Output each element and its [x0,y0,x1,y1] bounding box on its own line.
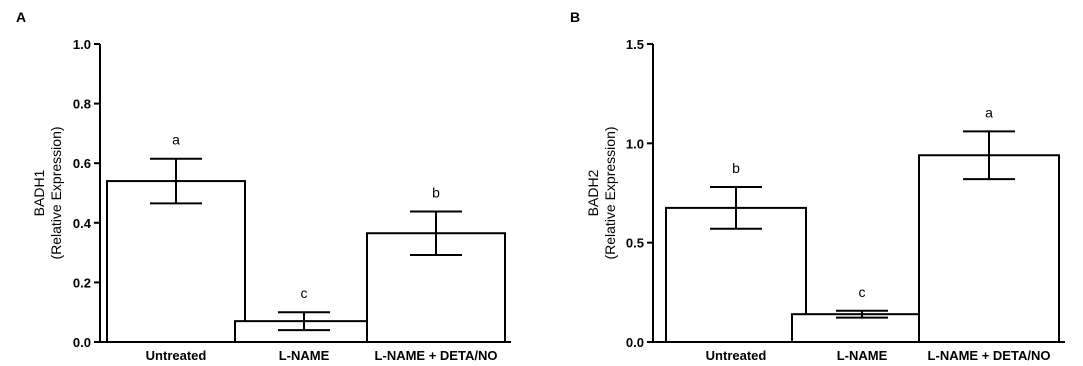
significance-letter: a [172,132,180,148]
y-tick-label: 0.8 [73,97,91,112]
x-tick-label: L-NAME [279,348,330,363]
bar [106,180,246,343]
y-axis-title: BADH1(Relative Expression) [31,126,64,259]
y-tick-label: 1.0 [626,136,644,151]
y-tick-label: 0.4 [73,216,92,231]
y-tick-label: 0.0 [73,335,91,350]
y-axis-title: BADH2(Relative Expression) [585,126,618,259]
bar [665,206,807,343]
y-axis-title-line: BADH2 [585,169,601,216]
y-tick-label: 1.0 [73,37,91,52]
chart-panel-b: B BADH2(Relative Expression) 0.0 0.5 1.0 1.5 b… [570,9,1065,363]
significance-letter: b [732,160,740,176]
significance-letter: a [985,104,993,120]
y-tick-label: 0.0 [626,335,644,350]
y-tick-label: 0.2 [73,275,91,290]
panel-label: A [16,9,26,25]
significance-letter: c [301,285,308,301]
significance-letter: c [859,284,866,300]
x-tick-label: L-NAME + DETA/NO [928,348,1051,363]
x-tick-label: L-NAME [837,348,888,363]
significance-letter: b [432,184,440,200]
x-tick-label: Untreated [706,348,767,363]
bar [918,154,1060,343]
y-axis-title-line: (Relative Expression) [48,126,64,259]
y-tick-label: 0.5 [626,236,644,251]
y-axis-title-line: BADH1 [31,169,47,216]
x-tick-label: L-NAME + DETA/NO [375,348,498,363]
y-axis-title-line: (Relative Expression) [602,126,618,259]
panel-label: B [570,9,580,25]
x-tick-label: Untreated [146,348,207,363]
y-tick-label: 0.6 [73,156,91,171]
chart-panel-a: A BADH1(Relative Expression) 0.0 0.2 0.4 0.6 0… [16,9,511,363]
y-tick-label: 1.5 [626,37,644,52]
